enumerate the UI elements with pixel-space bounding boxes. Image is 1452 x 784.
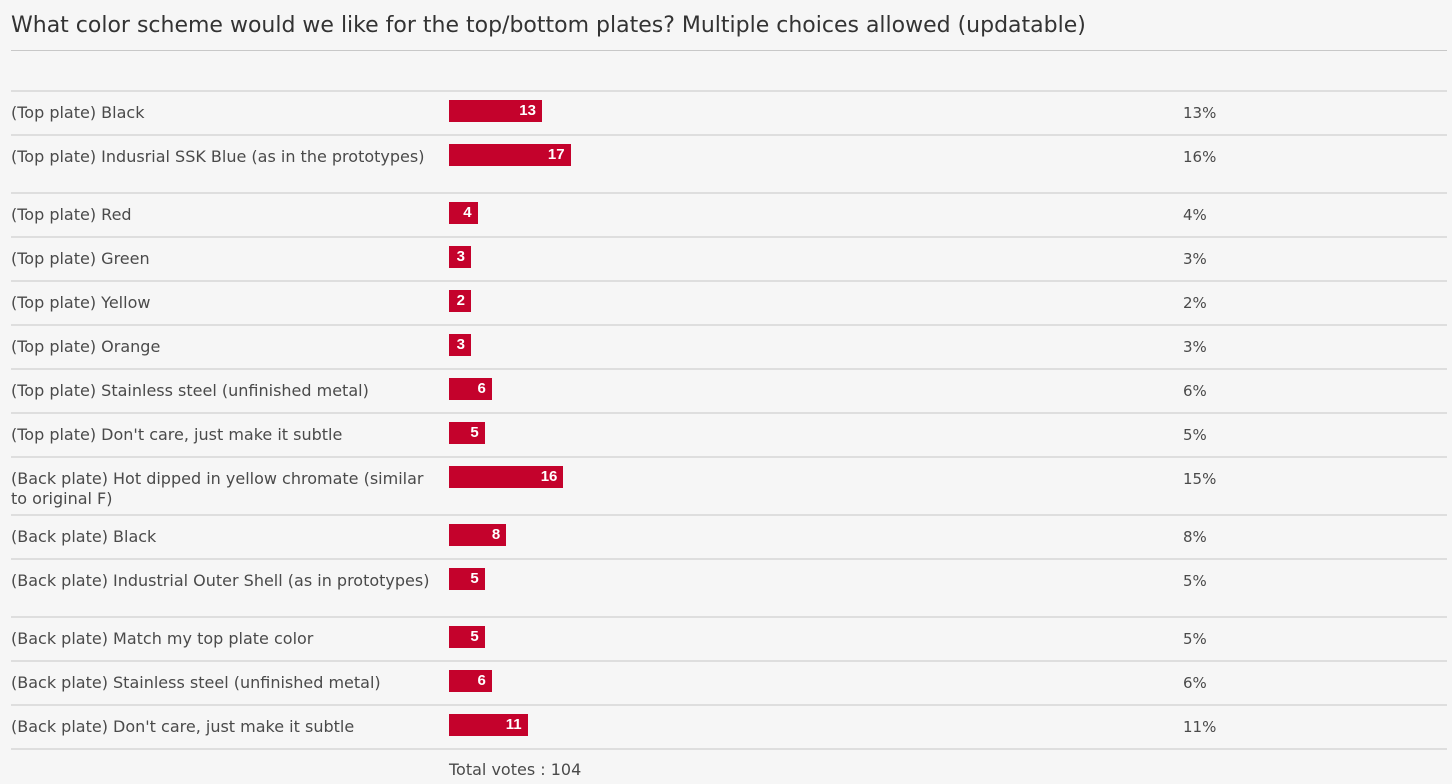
- vote-percentage: 16%: [1183, 148, 1217, 166]
- poll-option-row: (Top plate) Green 3 3%: [11, 236, 1447, 280]
- vote-percentage: 8%: [1183, 528, 1207, 546]
- option-label: (Top plate) Green: [11, 249, 150, 268]
- total-row: Total votes : 104: [11, 748, 1447, 784]
- option-label: (Top plate) Black: [11, 103, 145, 122]
- option-label: (Back plate) Stainless steel (unfinished…: [11, 673, 381, 692]
- poll-option-row: (Top plate) Indusrial SSK Blue (as in th…: [11, 134, 1447, 192]
- bar-track: 6: [449, 378, 1049, 400]
- option-label: (Top plate) Indusrial SSK Blue (as in th…: [11, 147, 425, 166]
- vote-bar: 3: [449, 334, 471, 356]
- poll-option-row: (Back plate) Match my top plate color 5 5%: [11, 616, 1447, 660]
- vote-percentage: 6%: [1183, 382, 1207, 400]
- vote-bar: 11: [449, 714, 528, 736]
- vote-count-label: 5: [470, 570, 479, 587]
- vote-count-label: 5: [470, 424, 479, 441]
- poll-option-row: (Top plate) Yellow 2 2%: [11, 280, 1447, 324]
- vote-count-label: 17: [547, 146, 565, 163]
- vote-bar: 2: [449, 290, 471, 312]
- poll-option-row: (Back plate) Black 8 8%: [11, 514, 1447, 558]
- vote-count-label: 16: [540, 468, 558, 485]
- title-divider: [11, 50, 1447, 51]
- bar-track: 3: [449, 246, 1049, 268]
- bar-track: 16: [449, 466, 1049, 488]
- poll-option-row: (Back plate) Industrial Outer Shell (as …: [11, 558, 1447, 616]
- vote-count-label: 11: [505, 716, 522, 733]
- poll-option-row: (Top plate) Don't care, just make it sub…: [11, 412, 1447, 456]
- vote-percentage: 5%: [1183, 426, 1207, 444]
- bar-track: 6: [449, 670, 1049, 692]
- vote-percentage: 3%: [1183, 338, 1207, 356]
- bar-track: 8: [449, 524, 1049, 546]
- vote-bar: 5: [449, 626, 485, 648]
- vote-percentage: 15%: [1183, 470, 1217, 488]
- vote-percentage: 6%: [1183, 674, 1207, 692]
- poll-option-row: (Top plate) Red 4 4%: [11, 192, 1447, 236]
- vote-count-label: 6: [477, 380, 486, 397]
- vote-percentage: 4%: [1183, 206, 1207, 224]
- vote-bar: 17: [449, 144, 571, 166]
- poll-option-row: (Top plate) Black 13 13%: [11, 90, 1447, 134]
- bar-track: 3: [449, 334, 1049, 356]
- bar-track: 4: [449, 202, 1049, 224]
- vote-percentage: 11%: [1183, 718, 1217, 736]
- poll-option-row: (Back plate) Don't care, just make it su…: [11, 704, 1447, 748]
- vote-bar: 6: [449, 378, 492, 400]
- option-label: (Back plate) Match my top plate color: [11, 629, 314, 648]
- bar-track: 5: [449, 568, 1049, 590]
- vote-percentage: 5%: [1183, 572, 1207, 590]
- vote-count-label: 13: [519, 102, 536, 119]
- vote-bar: 4: [449, 202, 478, 224]
- bar-track: 5: [449, 626, 1049, 648]
- poll-option-row: (Back plate) Hot dipped in yellow chroma…: [11, 456, 1447, 514]
- vote-bar: 6: [449, 670, 492, 692]
- option-label: (Top plate) Stainless steel (unfinished …: [11, 381, 369, 400]
- bar-track: 2: [449, 290, 1049, 312]
- vote-percentage: 3%: [1183, 250, 1207, 268]
- option-label: (Top plate) Orange: [11, 337, 161, 356]
- option-label: (Top plate) Don't care, just make it sub…: [11, 425, 343, 444]
- option-label: (Back plate) Hot dipped in yellow chroma…: [11, 469, 424, 508]
- poll-option-row: (Top plate) Orange 3 3%: [11, 324, 1447, 368]
- option-label: (Top plate) Red: [11, 205, 132, 224]
- vote-bar: 8: [449, 524, 507, 546]
- vote-count-label: 4: [463, 204, 472, 221]
- poll-option-row: (Back plate) Stainless steel (unfinished…: [11, 660, 1447, 704]
- total-votes: Total votes : 104: [449, 760, 582, 779]
- poll-option-row: (Top plate) Stainless steel (unfinished …: [11, 368, 1447, 412]
- vote-bar: 13: [449, 100, 542, 122]
- vote-count-label: 6: [477, 672, 486, 689]
- option-label: (Top plate) Yellow: [11, 293, 151, 312]
- vote-count-label: 3: [456, 336, 465, 353]
- bar-track: 17: [449, 144, 1049, 166]
- vote-percentage: 13%: [1183, 104, 1217, 122]
- vote-count-label: 5: [470, 628, 479, 645]
- poll-results-chart: (Top plate) Black 13 13% (Top plate) Indusr…: [11, 90, 1447, 784]
- vote-bar: 16: [449, 466, 564, 488]
- vote-count-label: 3: [456, 248, 465, 265]
- vote-percentage: 5%: [1183, 630, 1207, 648]
- vote-percentage: 2%: [1183, 294, 1207, 312]
- vote-bar: 3: [449, 246, 471, 268]
- vote-bar: 5: [449, 568, 485, 590]
- poll-title: What color scheme would we like for the …: [11, 13, 1086, 38]
- bar-track: 13: [449, 100, 1049, 122]
- bar-track: 5: [449, 422, 1049, 444]
- vote-bar: 5: [449, 422, 485, 444]
- vote-count-label: 8: [491, 526, 501, 543]
- option-label: (Back plate) Industrial Outer Shell (as …: [11, 571, 430, 590]
- option-label: (Back plate) Don't care, just make it su…: [11, 717, 355, 736]
- bar-track: 11: [449, 714, 1049, 736]
- vote-count-label: 2: [456, 292, 465, 309]
- option-label: (Back plate) Black: [11, 527, 157, 546]
